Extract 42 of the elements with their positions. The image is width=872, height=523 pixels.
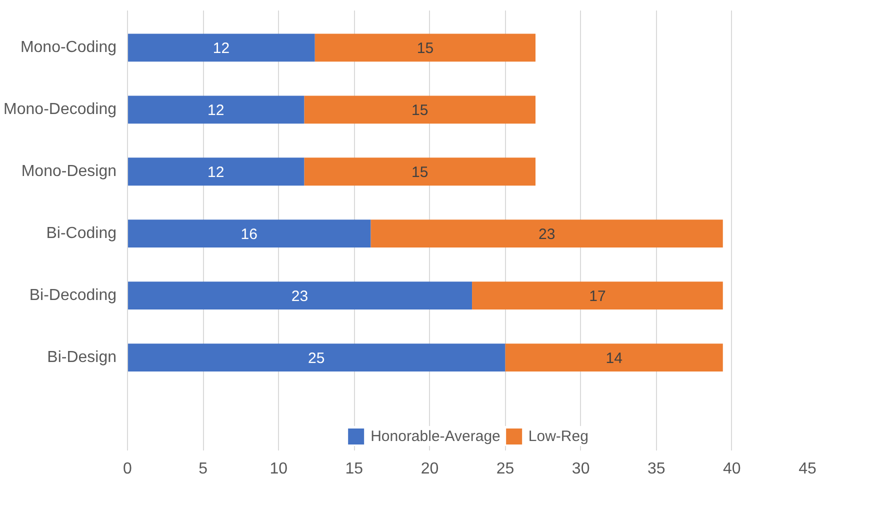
x-tick-label: 45	[798, 460, 816, 478]
data-label: 16	[240, 226, 258, 244]
data-label: 12	[208, 102, 224, 120]
bar	[128, 158, 304, 186]
legend-label: Low-Reg	[528, 428, 588, 444]
bar	[128, 220, 371, 248]
legend-label: Honorable-Average	[370, 428, 500, 444]
x-tick-label: 30	[572, 460, 590, 478]
data-label: 15	[412, 102, 428, 120]
y-tick-label: Mono-Decoding	[4, 101, 116, 118]
data-label: 17	[589, 288, 606, 306]
x-tick-label: 0	[123, 460, 132, 478]
data-label: 15	[416, 40, 434, 58]
x-tick-label: 25	[496, 460, 514, 478]
y-tick-label: Bi-Design	[47, 349, 116, 366]
y-tick-label: Mono-Coding	[20, 39, 117, 56]
data-label: 23	[538, 226, 556, 244]
data-label: 14	[606, 350, 622, 368]
data-label: 23	[291, 288, 308, 306]
bar	[505, 344, 723, 372]
data-label: 12	[212, 40, 230, 58]
x-tick-label: 15	[345, 460, 364, 478]
y-tick-label: Bi-Coding	[46, 225, 117, 242]
x-tick-label: 40	[723, 460, 741, 478]
x-tick-label: 10	[270, 460, 288, 478]
y-tick-label: Mono-Design	[21, 163, 116, 180]
data-label: 25	[308, 350, 325, 368]
bar	[304, 96, 536, 124]
data-label: 12	[208, 164, 224, 182]
bar	[128, 344, 506, 372]
bar	[128, 34, 315, 62]
data-label: 15	[412, 164, 428, 182]
bar	[370, 220, 723, 248]
bar	[472, 282, 723, 310]
bar	[314, 34, 536, 62]
x-tick-label: 35	[647, 460, 666, 478]
x-tick-label: 20	[420, 460, 439, 478]
bar	[128, 96, 304, 124]
y-tick-label: Bi-Decoding	[29, 287, 116, 304]
x-tick-label: 5	[198, 460, 208, 478]
bar	[128, 282, 472, 310]
bar	[304, 158, 536, 186]
